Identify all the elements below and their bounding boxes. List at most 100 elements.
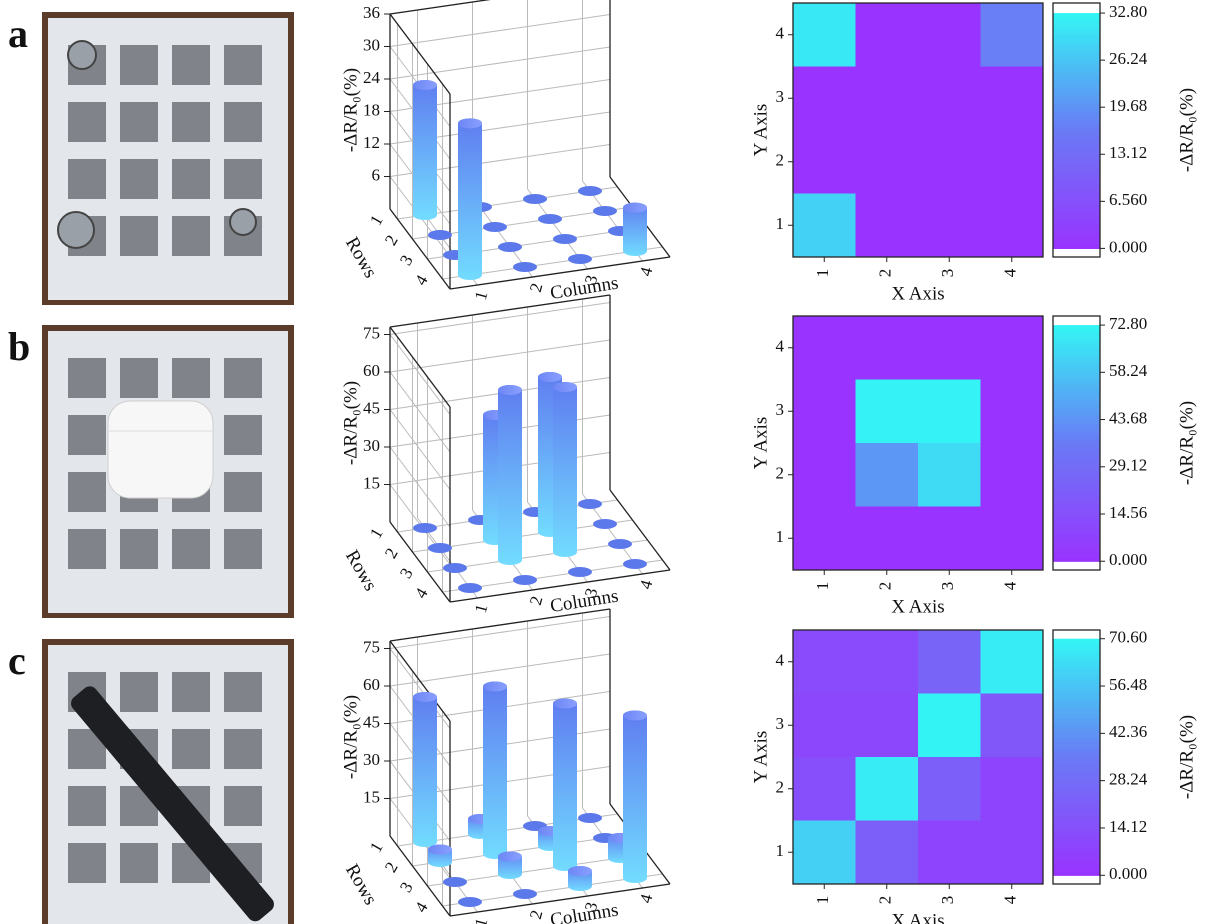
sensor-pad — [120, 216, 158, 256]
bar-cap — [498, 852, 522, 862]
grid-line — [390, 340, 610, 372]
colorbar-segment — [1053, 781, 1100, 786]
colorbar-segment — [1053, 174, 1100, 179]
colorbar-segment — [1053, 201, 1100, 206]
colorbar-segment — [1053, 796, 1100, 801]
column-tick-label: 2 — [526, 281, 547, 294]
colorbar-label: -ΔR/R₀(%) — [1176, 88, 1197, 172]
z-axis-label: -ΔR/R₀(%) — [340, 695, 361, 779]
bar — [568, 567, 592, 577]
colorbar-segment — [1053, 824, 1100, 829]
colorbar-segment — [1053, 745, 1100, 750]
colorbar-segment — [1053, 483, 1100, 488]
colorbar-segment — [1053, 848, 1100, 853]
colorbar-segment — [1053, 209, 1100, 214]
colorbar-segment — [1053, 380, 1100, 385]
colorbar-segment — [1053, 325, 1100, 330]
y-tick-label: 2 — [776, 778, 785, 797]
y-tick-label: 2 — [776, 151, 785, 170]
colorbar-segment — [1053, 345, 1100, 350]
colorbar-segment — [1053, 41, 1100, 46]
sensor-pad — [120, 159, 158, 199]
colorbar-segment — [1053, 80, 1100, 85]
bar — [553, 234, 577, 244]
colorbar-segment — [1053, 710, 1100, 715]
axis-line — [390, 327, 450, 407]
colorbar-label: -ΔR/R₀(%) — [1176, 715, 1197, 799]
colorbar-segment — [1053, 423, 1100, 428]
colorbar-segment — [1053, 647, 1100, 652]
z-tick-label: 36 — [363, 3, 380, 22]
grid-line — [390, 617, 610, 649]
grid-line — [390, 447, 450, 527]
colorbar-segment — [1053, 44, 1100, 49]
colorbar-segment — [1053, 832, 1100, 837]
colorbar-segment — [1053, 52, 1100, 57]
colorbar-segment — [1053, 435, 1100, 440]
colorbar-segment — [1053, 674, 1100, 679]
colorbar-segment — [1053, 142, 1100, 147]
colorbar-segment — [1053, 553, 1100, 558]
colorbar-segment — [1053, 654, 1100, 659]
z-tick-label: 75 — [363, 637, 380, 656]
sensor-pad — [224, 102, 262, 142]
heatmap-cell — [856, 507, 919, 571]
colorbar-segment — [1053, 193, 1100, 198]
colorbar-segment — [1053, 530, 1100, 535]
sensor-pad — [120, 358, 158, 398]
heatmap-cell — [918, 380, 981, 444]
bar-cap — [538, 372, 562, 382]
colorbar-segment — [1053, 150, 1100, 155]
colorbar-segment — [1053, 217, 1100, 222]
colorbar-segment — [1053, 777, 1100, 782]
heatmap-cell — [856, 757, 919, 821]
bar — [593, 206, 617, 216]
z-tick-label: 45 — [363, 398, 380, 417]
bar — [623, 711, 647, 884]
colorbar-segment — [1053, 182, 1100, 187]
weight — [58, 212, 94, 248]
bar — [523, 194, 547, 204]
x-tick-label: 3 — [938, 896, 957, 905]
x-tick-label: 2 — [876, 896, 895, 905]
colorbar-segment — [1053, 72, 1100, 77]
photo — [42, 639, 294, 924]
x-tick-label: 4 — [1001, 581, 1020, 590]
bar — [578, 186, 602, 196]
column-tick-label: 4 — [636, 578, 657, 592]
colorbar-segment — [1053, 412, 1100, 417]
z-axis-label: -ΔR/R₀(%) — [340, 68, 361, 152]
sensor-pad — [224, 786, 262, 826]
bar-cap — [413, 692, 437, 702]
colorbar-tick-label: 58.24 — [1109, 361, 1148, 380]
colorbar-tick-label: 72.80 — [1109, 314, 1147, 333]
weight — [68, 41, 96, 69]
panel-label: b — [8, 324, 30, 369]
colorbar-segment — [1053, 451, 1100, 456]
y-tick-label: 1 — [776, 841, 785, 860]
sensor-pad — [68, 102, 106, 142]
colorbar-segment — [1053, 333, 1100, 338]
bar — [458, 118, 482, 280]
colorbar-segment — [1053, 37, 1100, 42]
bar — [593, 519, 617, 529]
column-tick-label: 4 — [636, 265, 657, 279]
colorbar-tick-label: 0.000 — [1109, 237, 1147, 256]
z-axis-label: -ΔR/R₀(%) — [340, 381, 361, 465]
heatmap-cell — [981, 507, 1044, 571]
row-tick-label: 4 — [411, 898, 432, 915]
colorbar-segment — [1053, 197, 1100, 202]
heatmap-cell — [793, 67, 856, 131]
colorbar-segment — [1053, 534, 1100, 539]
colorbar-segment — [1053, 459, 1100, 464]
colorbar-segment — [1053, 475, 1100, 480]
z-tick-label: 15 — [363, 787, 380, 806]
figure: abc6121824303612341234-ΔR/R₀(%)RowsColum… — [0, 0, 1206, 924]
axis-line — [390, 295, 610, 327]
grid-line — [390, 0, 610, 14]
heatmap-cell — [918, 194, 981, 258]
heatmap-cell — [793, 443, 856, 507]
bar-cap — [553, 382, 577, 392]
colorbar-segment — [1053, 404, 1100, 409]
colorbar-segment — [1053, 13, 1100, 18]
